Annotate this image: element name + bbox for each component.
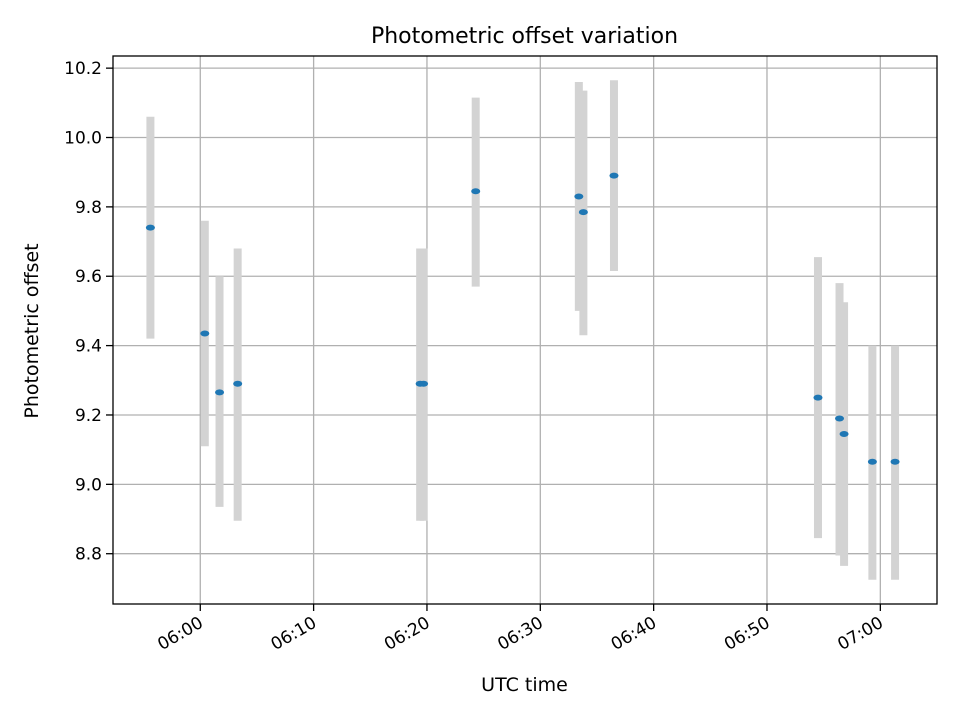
data-point-marker xyxy=(578,209,588,216)
data-point-marker xyxy=(419,380,429,387)
y-axis-ticks: 8.8 9.0 9.2 9.4 9.6 9.8 10.0 10.2 xyxy=(64,59,113,565)
data-point-marker xyxy=(890,458,900,465)
data-point-marker xyxy=(609,172,619,179)
data-point-marker xyxy=(215,389,225,396)
data-point-marker xyxy=(233,380,243,387)
y-tick-label: 9.2 xyxy=(75,406,102,426)
data-point-marker xyxy=(839,431,849,438)
y-tick-label: 8.8 xyxy=(75,545,102,565)
data-point-marker xyxy=(835,415,845,422)
y-tick-label: 9.0 xyxy=(75,475,102,495)
x-axis-label: UTC time xyxy=(481,674,568,696)
y-tick-label: 9.6 xyxy=(75,267,102,287)
chart-title: Photometric offset variation xyxy=(371,24,678,49)
y-tick-label: 9.4 xyxy=(75,337,102,357)
plot-area-frame xyxy=(112,55,938,605)
y-tick-label: 9.8 xyxy=(75,198,102,218)
data-point-marker xyxy=(145,224,155,231)
data-point-marker xyxy=(813,394,823,401)
y-axis-label: Photometric offset xyxy=(21,243,43,418)
data-point-marker xyxy=(867,458,877,465)
data-point-marker xyxy=(574,193,584,200)
grid-lines xyxy=(113,56,937,604)
y-tick-label: 10.0 xyxy=(64,129,102,149)
data-point-marker xyxy=(471,188,481,195)
data-point-marker xyxy=(200,330,210,337)
data-markers xyxy=(145,172,900,465)
y-tick-label: 10.2 xyxy=(64,59,102,79)
